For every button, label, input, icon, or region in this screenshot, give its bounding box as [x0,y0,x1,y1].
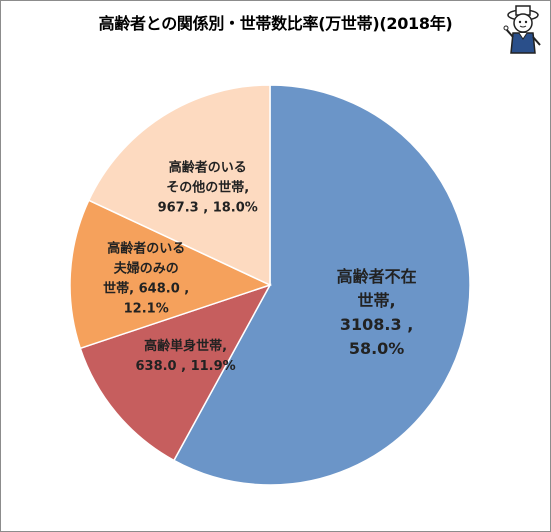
slice-label-line: その他の世帯, [166,180,249,196]
slice-label-line: 高齢者のいる [169,160,247,176]
slice-label-line: 58.0% [349,339,405,358]
slice-label-line: 高齢単身世帯, [144,338,227,354]
slice-label: 高齢者のいる夫婦のみの世帯, 648.0 , 12.1% [103,240,189,316]
slice-label-line: 638.0 , 11.9% [135,359,235,374]
slice-label-line: 高齢者不在 [337,267,417,286]
slice-label: 高齢者のいるその他の世帯, 967.3 , 18.0% [158,160,258,216]
slice-label-line: 世帯, [358,291,396,310]
slice-elderly-other [87,84,271,287]
slice-elderly-couple [69,199,273,350]
slice-label-line: 3108.3 , [340,315,413,334]
slice-no-elderly [172,84,471,486]
slice-label-line: 世帯, 648.0 , [103,280,189,296]
slice-label-line: 967.3 , 18.0% [158,201,258,216]
slice-elderly-single [79,283,272,462]
cat-mascot-icon [503,5,541,54]
slice-label-line: 夫婦のみの [114,260,179,276]
slice-label: 高齢単身世帯, 638.0 , 11.9% [135,338,235,374]
slice-label: 高齢者不在世帯, 3108.3 , 58.0% [337,267,417,358]
chart-title: 高齢者との関係別・世帯数比率(万世帯)(2018年) [98,14,453,33]
slice-label-line: 高齢者のいる [107,240,185,256]
slice-label-line: 12.1% [124,301,169,316]
